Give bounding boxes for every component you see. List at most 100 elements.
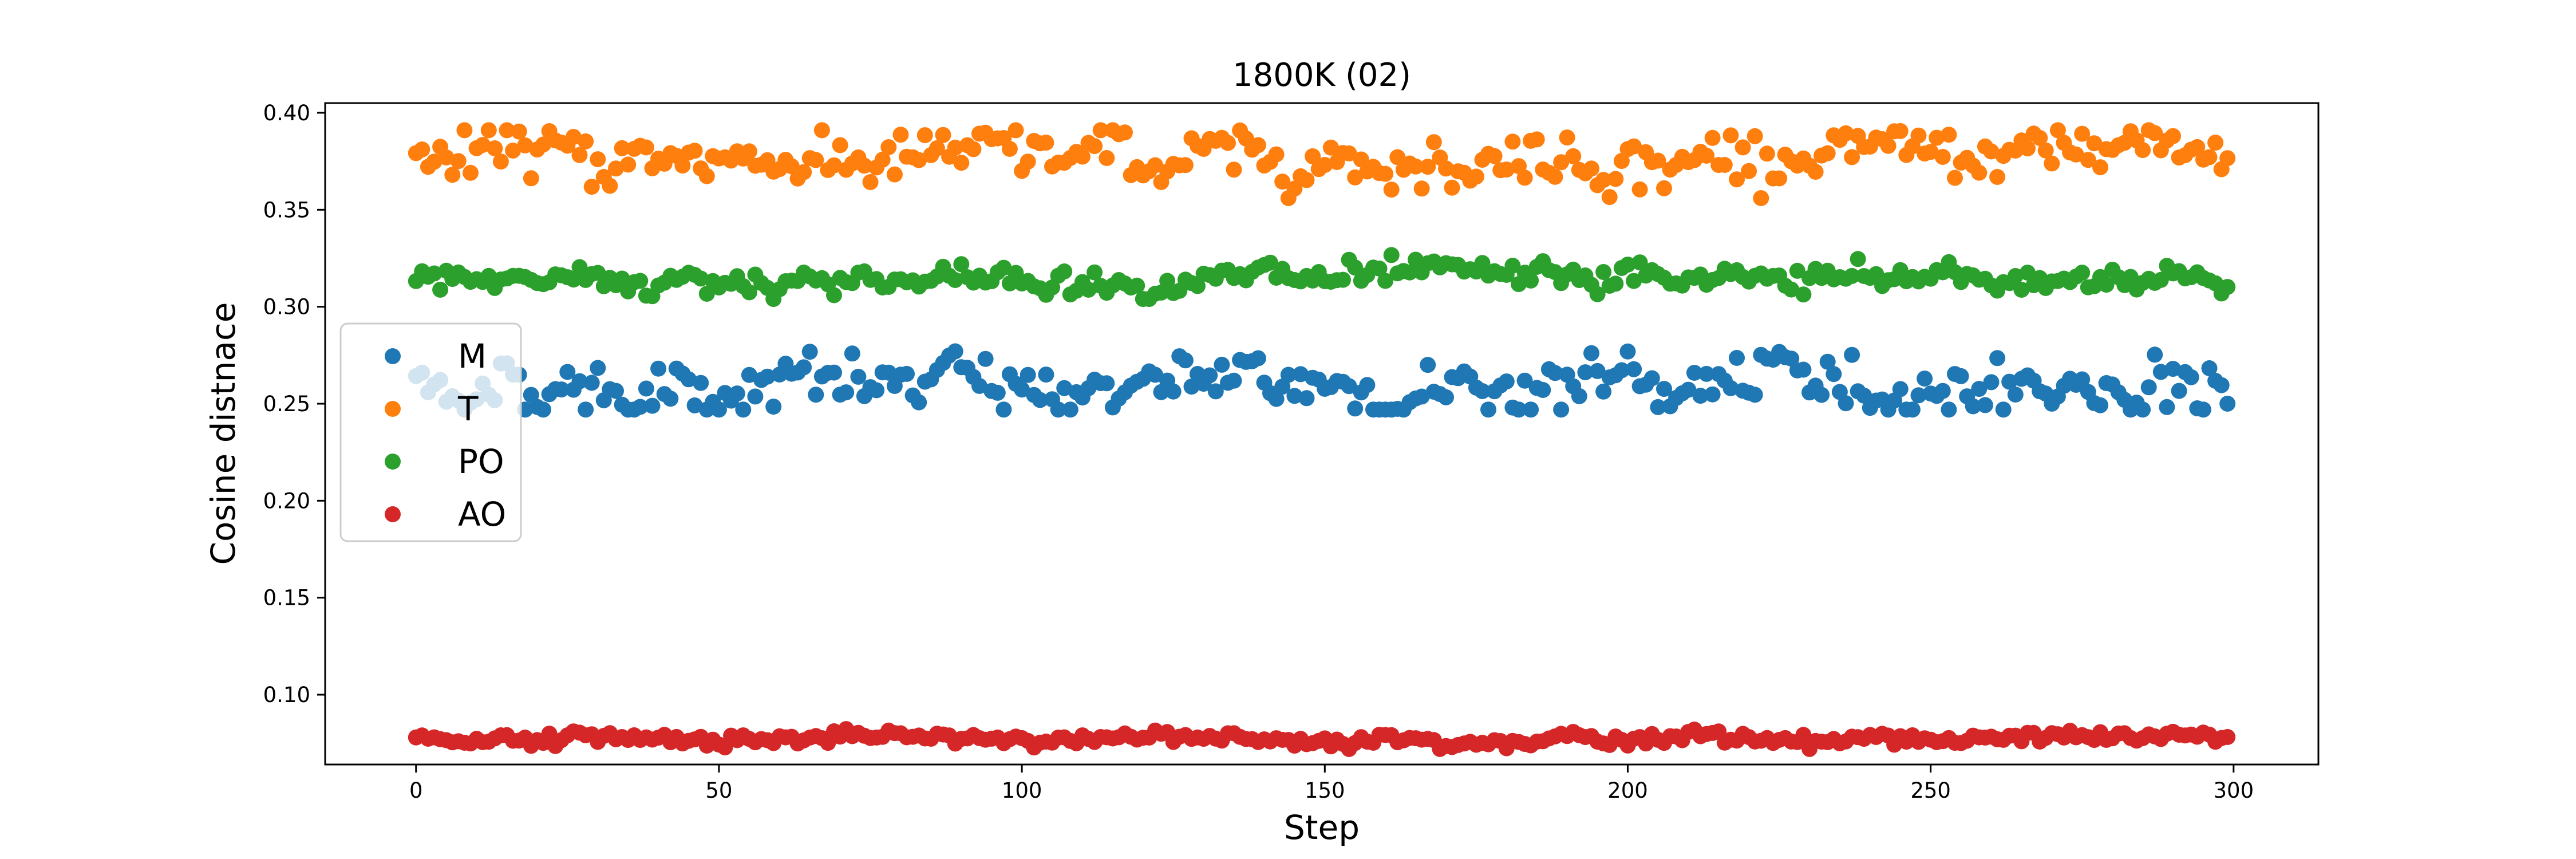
data-point bbox=[1595, 172, 1612, 188]
y-tick-label: 0.10 bbox=[263, 683, 310, 707]
data-point bbox=[1692, 388, 1709, 404]
data-point bbox=[2152, 271, 2169, 288]
data-point bbox=[1347, 259, 1364, 276]
data-point bbox=[729, 385, 745, 402]
data-point bbox=[2147, 125, 2163, 141]
data-point bbox=[1050, 401, 1066, 418]
data-point bbox=[1747, 387, 1763, 403]
data-point bbox=[638, 139, 654, 156]
data-point bbox=[571, 259, 588, 275]
data-point bbox=[1528, 131, 1545, 148]
data-point bbox=[505, 143, 521, 159]
data-point bbox=[1341, 378, 1357, 395]
data-point bbox=[1001, 141, 1018, 157]
data-point bbox=[1571, 388, 1587, 404]
data-point bbox=[1650, 152, 1666, 169]
data-point bbox=[1504, 258, 1521, 274]
data-point bbox=[1117, 124, 1133, 141]
data-point bbox=[1523, 272, 1539, 289]
data-point bbox=[1220, 135, 1236, 151]
data-point bbox=[1377, 273, 1394, 289]
data-point bbox=[608, 160, 624, 177]
data-point bbox=[2007, 387, 2024, 403]
x-axis-label: Step bbox=[1284, 808, 1360, 847]
data-point bbox=[1753, 190, 1769, 206]
data-point bbox=[1129, 277, 1145, 294]
data-point bbox=[1511, 401, 1527, 418]
y-axis-label: Cosine distnace bbox=[204, 302, 243, 565]
data-point bbox=[1516, 170, 1533, 186]
data-point bbox=[1347, 400, 1364, 417]
data-point bbox=[1226, 161, 1242, 178]
data-point bbox=[1250, 350, 1266, 367]
data-point bbox=[2074, 265, 2091, 281]
data-point bbox=[693, 375, 709, 391]
data-point bbox=[1523, 401, 1539, 418]
data-point bbox=[450, 153, 467, 170]
data-point bbox=[1631, 254, 1648, 271]
y-tick-label: 0.40 bbox=[263, 101, 310, 125]
data-point bbox=[796, 164, 812, 180]
data-point bbox=[1516, 372, 1533, 389]
data-point bbox=[1250, 137, 1266, 153]
data-point bbox=[1438, 160, 1454, 177]
data-point bbox=[2092, 397, 2108, 413]
data-point bbox=[1553, 401, 1570, 418]
data-point bbox=[456, 122, 473, 139]
data-point bbox=[1147, 157, 1163, 174]
data-point bbox=[2207, 135, 2224, 151]
data-point bbox=[1613, 153, 1630, 170]
data-point bbox=[2092, 159, 2108, 176]
data-point bbox=[1795, 286, 1812, 303]
data-point bbox=[1819, 145, 1836, 161]
data-point bbox=[1747, 128, 1763, 144]
data-point bbox=[1438, 389, 1454, 405]
data-point bbox=[1771, 170, 1788, 187]
data-point bbox=[1214, 356, 1230, 373]
data-point bbox=[650, 360, 667, 377]
plot-frame bbox=[324, 102, 2320, 766]
data-point bbox=[1577, 364, 1594, 381]
data-point bbox=[1559, 129, 1575, 146]
data-point bbox=[1274, 174, 1291, 190]
data-point bbox=[1741, 163, 1757, 179]
data-point bbox=[614, 140, 630, 156]
data-point bbox=[1626, 361, 1642, 377]
data-point bbox=[523, 170, 539, 187]
data-point bbox=[801, 344, 818, 360]
legend-label-ao: AO bbox=[458, 495, 506, 534]
data-point bbox=[1371, 261, 1388, 277]
data-point bbox=[1535, 382, 1551, 398]
data-point bbox=[1795, 727, 1812, 743]
data-point bbox=[1722, 127, 1739, 144]
data-point bbox=[1498, 373, 1515, 390]
data-point bbox=[1183, 379, 1200, 395]
data-point bbox=[1486, 148, 1503, 164]
data-point bbox=[638, 380, 654, 397]
data-point bbox=[590, 151, 606, 168]
data-point bbox=[1383, 182, 1400, 198]
data-point bbox=[1413, 180, 1430, 197]
data-point bbox=[1929, 129, 1945, 146]
data-point bbox=[1553, 154, 1570, 171]
data-point bbox=[989, 384, 1006, 401]
data-point bbox=[499, 122, 515, 139]
legend: MT PO AO bbox=[339, 322, 522, 542]
data-point bbox=[1317, 157, 1333, 174]
data-point bbox=[1656, 381, 1672, 397]
data-point bbox=[1062, 401, 1078, 418]
data-point bbox=[741, 284, 757, 301]
data-point bbox=[511, 123, 527, 140]
legend-marker-ao bbox=[385, 506, 401, 522]
data-point bbox=[1619, 257, 1636, 273]
data-point bbox=[1504, 133, 1521, 150]
data-point bbox=[1795, 361, 1812, 378]
data-point bbox=[880, 139, 897, 155]
data-point bbox=[2068, 146, 2084, 163]
legend-label-po: PO bbox=[458, 442, 504, 481]
data-point bbox=[1589, 286, 1606, 302]
data-point bbox=[947, 272, 963, 288]
data-point bbox=[1547, 168, 1563, 185]
data-point bbox=[1177, 352, 1194, 369]
